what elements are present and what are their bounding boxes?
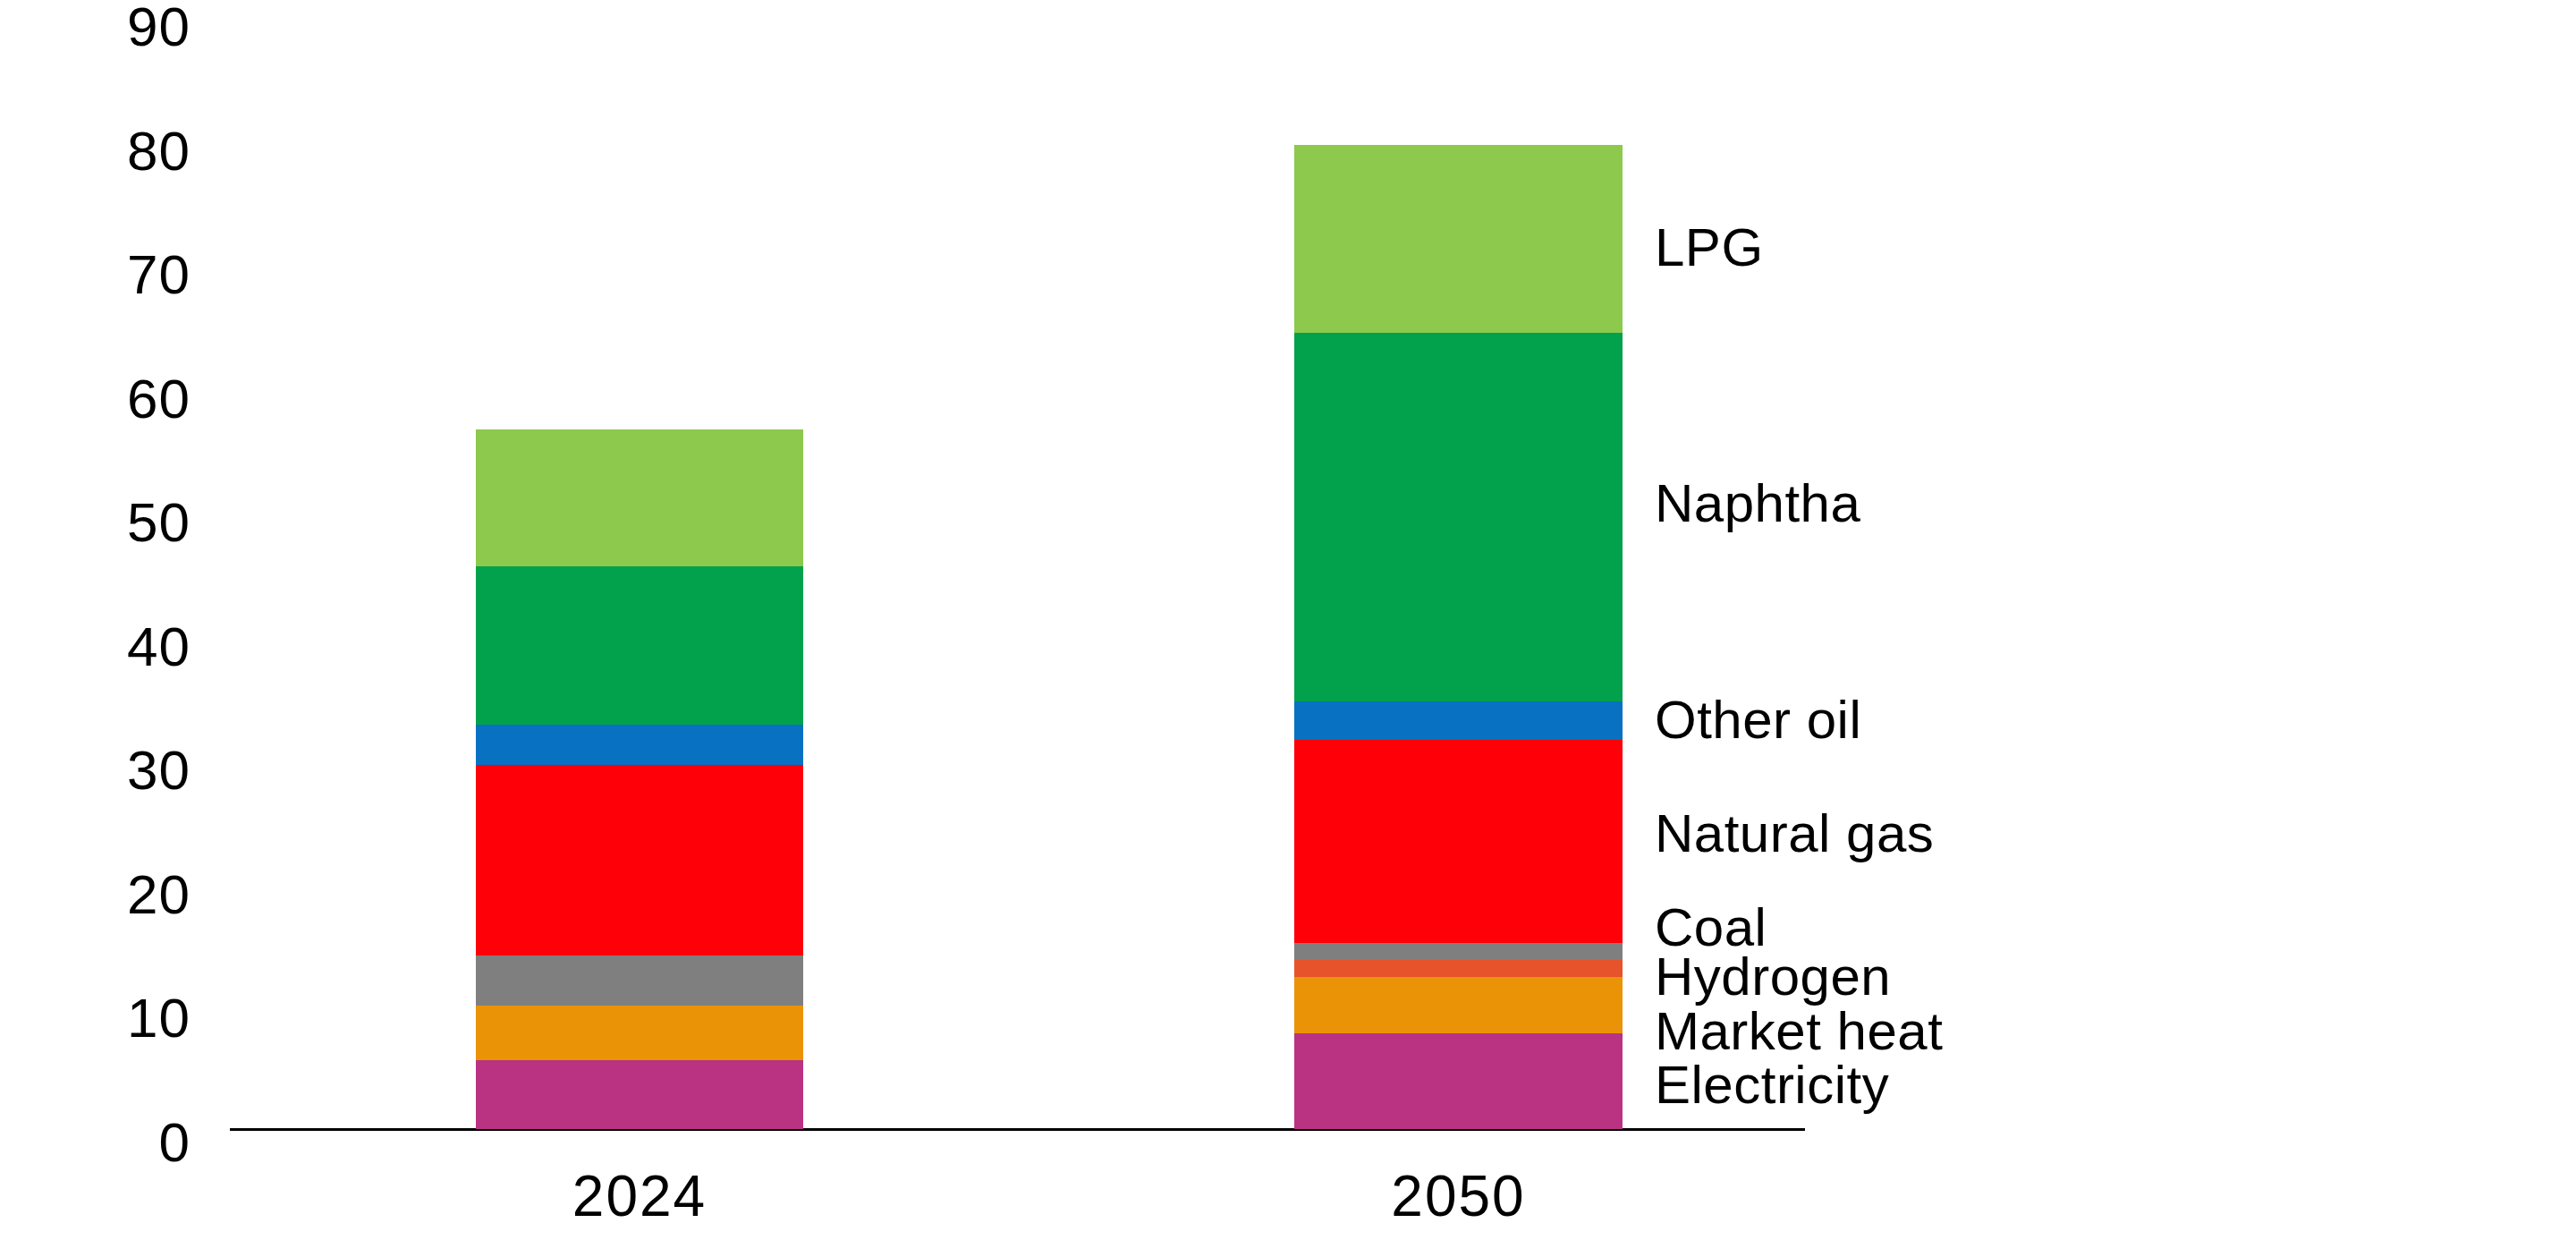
y-tick-label: 30 — [0, 743, 191, 798]
y-tick-label: 50 — [0, 495, 191, 550]
y-tick-label: 90 — [0, 0, 191, 55]
bar-segment-coal-2024 — [476, 955, 803, 1006]
y-tick-label: 0 — [0, 1115, 191, 1170]
legend-label-other-oil: Other oil — [1655, 693, 1861, 747]
bar-segment-lpg-2050 — [1294, 145, 1623, 334]
legend-label-electricity: Electricity — [1655, 1058, 1889, 1112]
legend-label-natural-gas: Natural gas — [1655, 807, 1934, 861]
legend-label-naphtha: Naphtha — [1655, 477, 1860, 531]
legend-label-lpg: LPG — [1655, 221, 1764, 275]
bar-segment-hydrogen-2050 — [1294, 960, 1623, 977]
bar-segment-electricity-2024 — [476, 1060, 803, 1129]
y-tick-label: 60 — [0, 371, 191, 427]
category-label-2024: 2024 — [572, 1168, 707, 1225]
legend-label-market-heat: Market heat — [1655, 1005, 1943, 1058]
bar-segment-coal-2050 — [1294, 943, 1623, 960]
y-tick-label: 70 — [0, 247, 191, 302]
bar-segment-market-heat-2024 — [476, 1006, 803, 1061]
bar-segment-lpg-2024 — [476, 429, 803, 566]
y-tick-label: 80 — [0, 123, 191, 179]
y-tick-label: 40 — [0, 619, 191, 675]
bar-segment-naphtha-2050 — [1294, 333, 1623, 701]
y-tick-label: 10 — [0, 990, 191, 1046]
bar-segment-market-heat-2050 — [1294, 977, 1623, 1033]
legend-label-hydrogen: Hydrogen — [1655, 950, 1891, 1004]
bar-segment-natural-gas-2050 — [1294, 740, 1623, 943]
bar-segment-natural-gas-2024 — [476, 765, 803, 955]
stacked-bar-chart: 0 10 20 30 40 50 60 70 80 90 2024 2050 LPG Naphtha O… — [0, 0, 2576, 1240]
bar-segment-other-oil-2050 — [1294, 701, 1623, 741]
bar-segment-other-oil-2024 — [476, 725, 803, 765]
bar-segment-naphtha-2024 — [476, 566, 803, 724]
bar-segment-electricity-2050 — [1294, 1033, 1623, 1129]
y-tick-label: 20 — [0, 867, 191, 922]
category-label-2050: 2050 — [1391, 1168, 1525, 1225]
